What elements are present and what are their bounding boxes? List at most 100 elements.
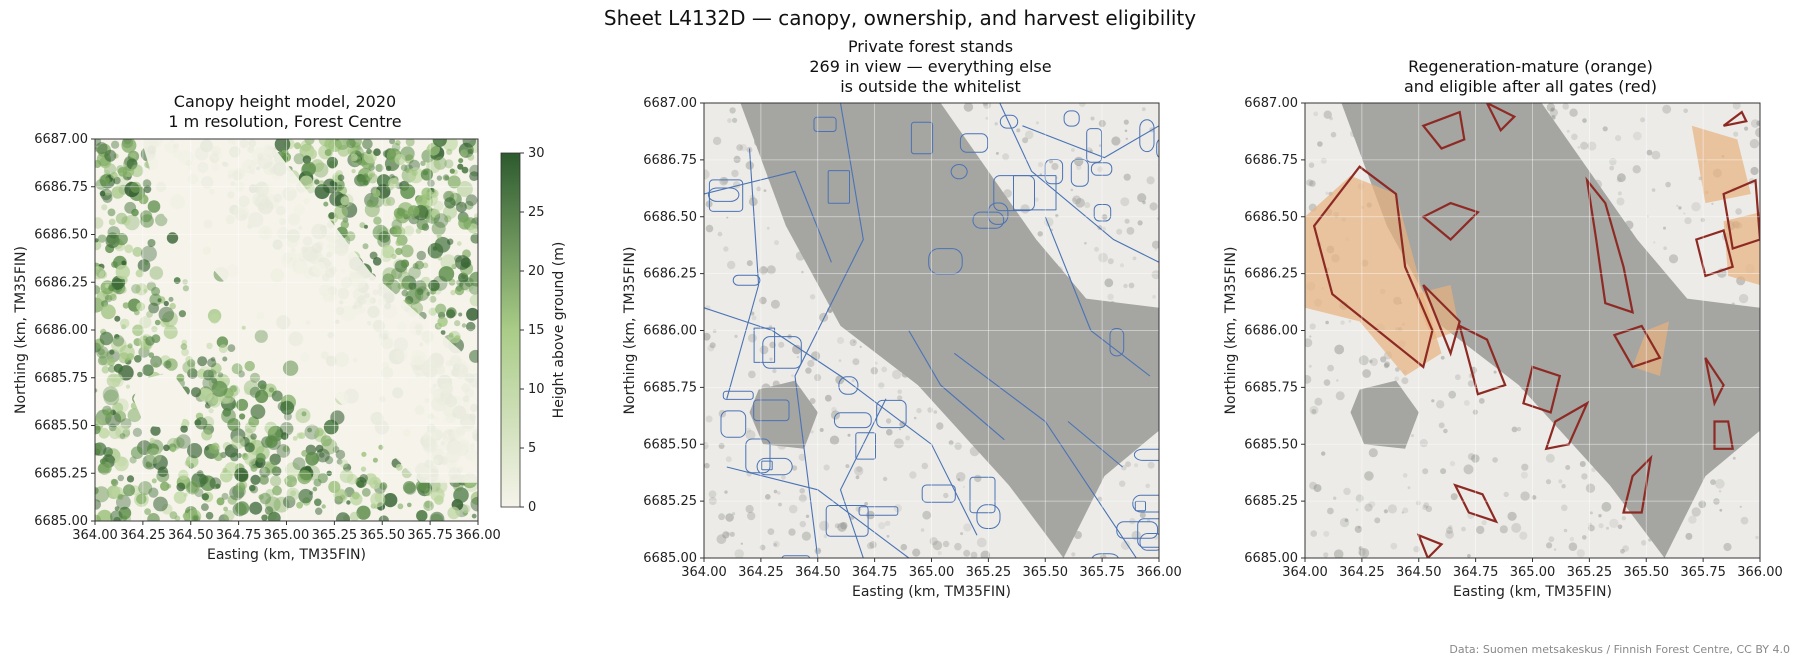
stand-boundary <box>1063 110 1080 127</box>
canopy-patch <box>173 437 185 449</box>
canopy-patch <box>114 456 129 472</box>
canopy-patch <box>426 147 430 151</box>
stand-boundary <box>834 412 872 429</box>
ortho-texture <box>772 540 780 548</box>
canopy-patch <box>123 139 132 145</box>
eligible-stand <box>1416 533 1444 558</box>
ortho-texture <box>897 389 902 395</box>
canopy-raster <box>95 139 478 521</box>
ortho-texture <box>1034 197 1039 202</box>
ortho-texture <box>1119 480 1126 487</box>
canopy-patch <box>163 300 169 307</box>
canopy-patch <box>102 386 119 403</box>
ortho-texture <box>1111 136 1121 146</box>
ortho-texture <box>747 511 756 521</box>
canopy-patch <box>149 437 155 443</box>
x-tick-label: 365.25 <box>1567 565 1613 580</box>
ortho-texture <box>874 361 878 365</box>
ortho-texture <box>1151 240 1159 249</box>
canopy-patch <box>467 148 473 154</box>
stand-boundary <box>720 410 747 438</box>
canopy-patch <box>261 514 268 521</box>
ortho-texture <box>1565 465 1571 470</box>
canopy-patch <box>133 309 140 316</box>
ortho-texture <box>765 494 771 500</box>
ortho-texture <box>1756 120 1760 126</box>
ortho-texture <box>1683 212 1686 215</box>
canopy-patch <box>204 446 210 451</box>
canopy-patch <box>363 173 369 179</box>
canopy-patch <box>437 256 443 261</box>
canopy-patch <box>375 164 384 172</box>
ortho-texture <box>1755 127 1760 138</box>
canopy-patch <box>146 311 153 318</box>
ortho-texture <box>881 366 888 373</box>
canopy-patch <box>121 139 137 153</box>
ortho-texture <box>1323 530 1330 537</box>
ortho-texture <box>1591 467 1596 473</box>
canopy-patch <box>405 289 422 305</box>
canopy-patch <box>147 513 160 521</box>
canopy-patch <box>363 224 368 229</box>
y-tick-label: 6685.50 <box>34 419 88 434</box>
canopy-patch <box>359 474 369 483</box>
data-credit: Data: Suomen metsakeskus / Finnish Fores… <box>1449 643 1790 656</box>
ortho-texture <box>976 537 987 548</box>
canopy-patch <box>190 387 202 398</box>
canopy-patch <box>369 476 382 489</box>
ortho-texture <box>1609 158 1617 166</box>
ortho-texture <box>1003 189 1012 198</box>
x-tick-label: 365.00 <box>1510 565 1556 580</box>
canopy-patch <box>182 285 189 292</box>
ortho-texture <box>1467 554 1471 558</box>
canopy-patch <box>119 433 126 439</box>
canopy-patch <box>395 247 403 256</box>
ortho-texture <box>1558 479 1563 484</box>
canopy-patch <box>115 264 130 280</box>
ortho-texture <box>766 265 776 275</box>
stand-boundary <box>825 505 869 537</box>
canopy-patch <box>314 498 322 507</box>
ortho-texture <box>1718 490 1722 493</box>
canopy-patch <box>113 373 123 383</box>
canopy-patch <box>135 283 148 296</box>
ortho-texture <box>1419 439 1428 448</box>
canopy-patch <box>152 455 168 471</box>
ortho-texture <box>1700 217 1705 223</box>
eligible-stand <box>1453 483 1499 524</box>
canopy-patch <box>428 307 437 316</box>
ortho-texture <box>1383 363 1389 369</box>
canopy-patch <box>244 387 252 396</box>
y-tick-label: 6687.00 <box>643 96 697 111</box>
ortho-texture <box>1467 380 1475 387</box>
ortho-texture <box>1075 198 1085 208</box>
colorbar-tick-label: 0 <box>528 500 536 515</box>
canopy-patch <box>222 356 228 362</box>
ortho-texture <box>829 435 840 445</box>
ortho-texture <box>1120 263 1124 268</box>
eligible-stand <box>1421 201 1480 241</box>
canopy-patch <box>302 161 316 176</box>
x-axis-label: Easting (km, TM35FIN) <box>207 547 366 563</box>
canopy-patch <box>124 244 134 254</box>
ortho-texture <box>746 260 753 267</box>
stand-boundary <box>1091 553 1119 558</box>
canopy-patch <box>194 419 202 427</box>
canopy-patch <box>390 225 402 237</box>
canopy-patch <box>110 171 118 179</box>
x-tick-label: 366.00 <box>1737 565 1783 580</box>
x-tick-label: 364.00 <box>681 565 727 580</box>
ortho-texture <box>778 502 782 507</box>
canopy-patch <box>99 190 106 197</box>
x-tick-label: 365.75 <box>1079 565 1125 580</box>
canopy-patch <box>235 482 246 493</box>
x-tick-label: 364.25 <box>738 565 784 580</box>
canopy-patch <box>104 149 117 162</box>
ortho-texture <box>1520 471 1528 479</box>
ortho-texture <box>1615 135 1622 142</box>
canopy-patch <box>95 486 110 503</box>
canopy-patch <box>435 303 447 315</box>
canopy-patch <box>452 480 464 492</box>
canopy-patch <box>428 279 440 292</box>
ortho-texture <box>970 551 978 558</box>
